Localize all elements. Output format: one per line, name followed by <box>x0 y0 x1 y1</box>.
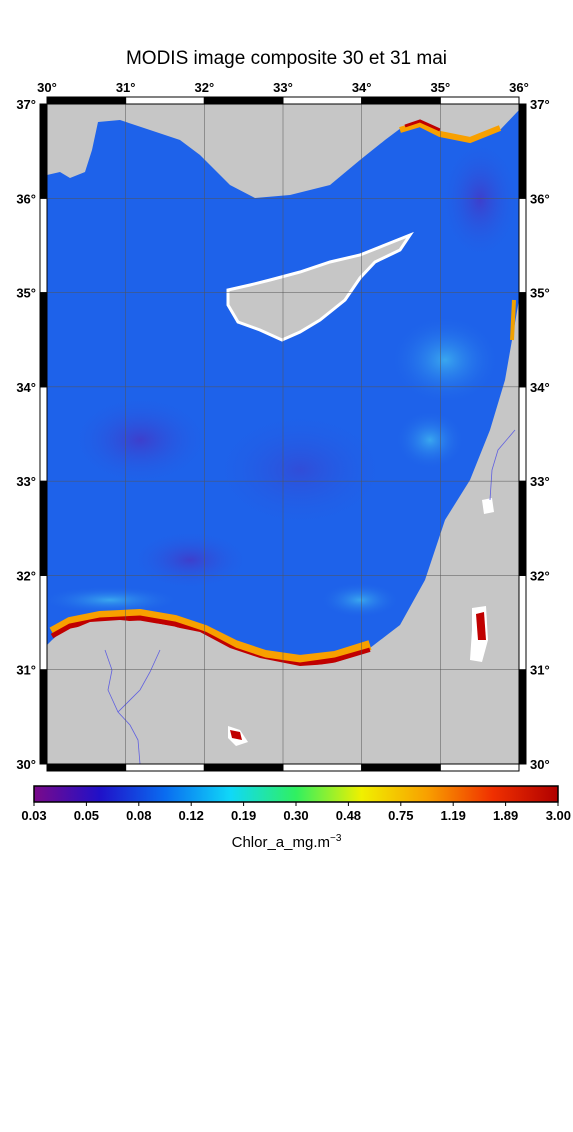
colorbar-tick-label: 0.48 <box>336 808 361 823</box>
frame-right-segment <box>518 292 527 388</box>
colorbar-label: Chlor_a_mg.m−3 <box>0 833 573 851</box>
lat-tick-label-right: 32° <box>530 568 550 583</box>
frame-bottom-segment <box>46 763 127 772</box>
lat-tick-label-right: 30° <box>530 757 550 772</box>
lat-tick-label-left: 32° <box>16 568 36 583</box>
lon-tick-label: 33° <box>273 80 293 95</box>
lat-tick-label-left: 34° <box>16 380 36 395</box>
frame-left-segment <box>39 669 48 765</box>
colorbar: 0.03 0.05 0.08 0.12 0.19 0.30 0.48 0.75 1.19 1.89… <box>21 785 571 823</box>
map-title: MODIS image composite 30 et 31 mai <box>125 48 448 69</box>
lon-tick-label: 36° <box>509 80 529 95</box>
frame-top-segment <box>46 96 127 105</box>
frame-top-segment <box>125 96 205 105</box>
frame-left-segment <box>39 480 48 576</box>
frame-top-segment <box>361 96 441 105</box>
lon-tick-label: 35° <box>430 80 450 95</box>
lat-tick-label-right: 31° <box>530 663 550 678</box>
frame-bottom-segment <box>282 763 363 772</box>
frame-left-segment <box>39 292 48 388</box>
egypt-coast <box>47 305 519 764</box>
frame-right-segment <box>518 669 527 765</box>
frame-right-segment <box>518 574 527 671</box>
frame-right-segment <box>518 103 527 199</box>
frame-bottom-segment <box>203 763 284 772</box>
frame-bottom-segment <box>361 763 441 772</box>
colorbar-gradient <box>33 785 559 803</box>
lat-tick-label-right: 36° <box>530 191 550 206</box>
colorbar-tick-label: 0.12 <box>179 808 204 823</box>
colorbar-tick-label: 0.08 <box>126 808 151 823</box>
frame-left-segment <box>39 197 48 294</box>
lon-tick-label: 32° <box>194 80 214 95</box>
lat-tick-label-left: 36° <box>16 191 36 206</box>
nile-delta-bloom <box>49 608 372 666</box>
frame-right-segment <box>518 386 527 482</box>
colorbar-label-exponent: −3 <box>329 833 342 844</box>
colorbar-tick-label: 0.30 <box>283 808 308 823</box>
colorbar-tick-label: 0.05 <box>74 808 99 823</box>
lat-tick-label-left: 30° <box>16 757 36 772</box>
frame-top-segment <box>282 96 363 105</box>
map-frame <box>39 96 527 772</box>
colorbar-label-text: Chlor_a_mg.m <box>231 834 330 851</box>
colorbar-tick-label: 0.75 <box>388 808 413 823</box>
lat-tick-label-right: 33° <box>530 474 550 489</box>
lat-tick-label-right: 34° <box>530 380 550 395</box>
lat-tick-label-right: 37° <box>530 97 550 112</box>
colorbar-tick-label: 0.03 <box>21 808 46 823</box>
lat-tick-label-right: 35° <box>530 286 550 301</box>
frame-left-segment <box>39 103 48 199</box>
colorbar-tick-label: 0.19 <box>231 808 256 823</box>
lat-tick-label-left: 31° <box>16 663 36 678</box>
frame-left-segment <box>39 386 48 482</box>
lon-tick-label: 34° <box>352 80 372 95</box>
frame-right-segment <box>518 480 527 576</box>
map-image <box>47 104 519 764</box>
lon-tick-label: 30° <box>37 80 57 95</box>
lon-tick-label: 31° <box>116 80 136 95</box>
lat-tick-label-left: 35° <box>16 286 36 301</box>
frame-bottom-segment <box>439 763 520 772</box>
frame-top-segment <box>203 96 284 105</box>
frame-right-segment <box>518 197 527 294</box>
colorbar-tick-label: 3.00 <box>546 808 571 823</box>
frame-left-segment <box>39 574 48 671</box>
axis-tick-labels: 30° 31° 32° 33° 34° 35° 36°37° 37°36° 36°35° 35°3… <box>16 80 549 772</box>
colorbar-tick-label: 1.19 <box>441 808 466 823</box>
colorbar-tick-label: 1.89 <box>493 808 518 823</box>
frame-bottom-segment <box>125 763 205 772</box>
frame-top-segment <box>439 96 520 105</box>
cyprus-island <box>226 231 414 342</box>
lat-tick-label-left: 33° <box>16 474 36 489</box>
lat-tick-label-left: 37° <box>16 97 36 112</box>
